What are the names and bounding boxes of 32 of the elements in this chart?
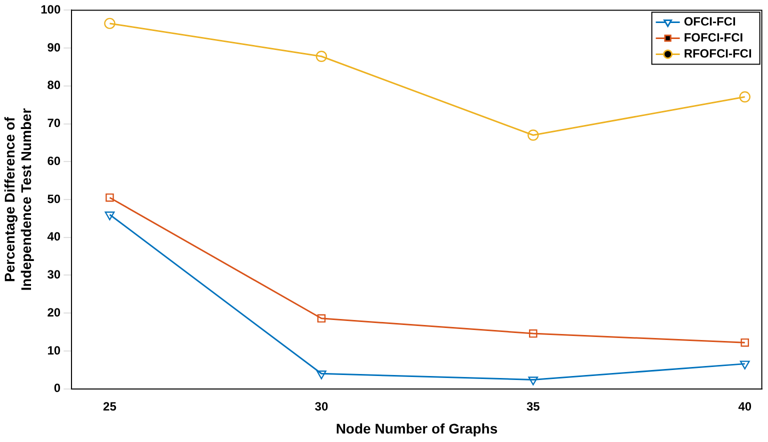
y-tick-label: 90 [47,40,61,54]
y-tick-label: 80 [47,78,61,92]
y-tick-label: 40 [47,230,61,244]
point [740,360,750,370]
point [317,314,326,323]
y-tick-label: 30 [47,268,61,282]
x-tick-label: 25 [103,399,117,414]
x-axis-title: Node Number of Graphs [336,420,498,436]
legend-label: FOFCI-FCI [684,30,744,45]
y-tick-label: 70 [47,116,61,130]
point [528,130,539,141]
y-tick-label: 0 [54,381,61,396]
legend-label: OFCI-FCI [684,14,736,29]
y-tick-label: 10 [47,343,61,358]
point [104,212,115,220]
x-tick-label: 30 [314,399,328,414]
x-tick-label: 35 [526,399,540,414]
legend-label: RFOFCI-FCI [684,46,752,61]
point [528,376,538,386]
y-tick-label: 20 [47,305,61,320]
y-tick-label: 60 [47,154,61,168]
y-tick-label: 50 [47,192,61,206]
point [106,193,114,202]
x-tick-label: 40 [738,399,752,414]
y-axis-title: Percentage Difference of Independence Test Number [1,108,34,291]
point [529,329,538,338]
point [316,50,328,62]
y-tick-label: 100 [40,2,61,17]
point [316,370,326,380]
point [740,338,749,347]
point [739,91,750,102]
point [104,18,116,30]
